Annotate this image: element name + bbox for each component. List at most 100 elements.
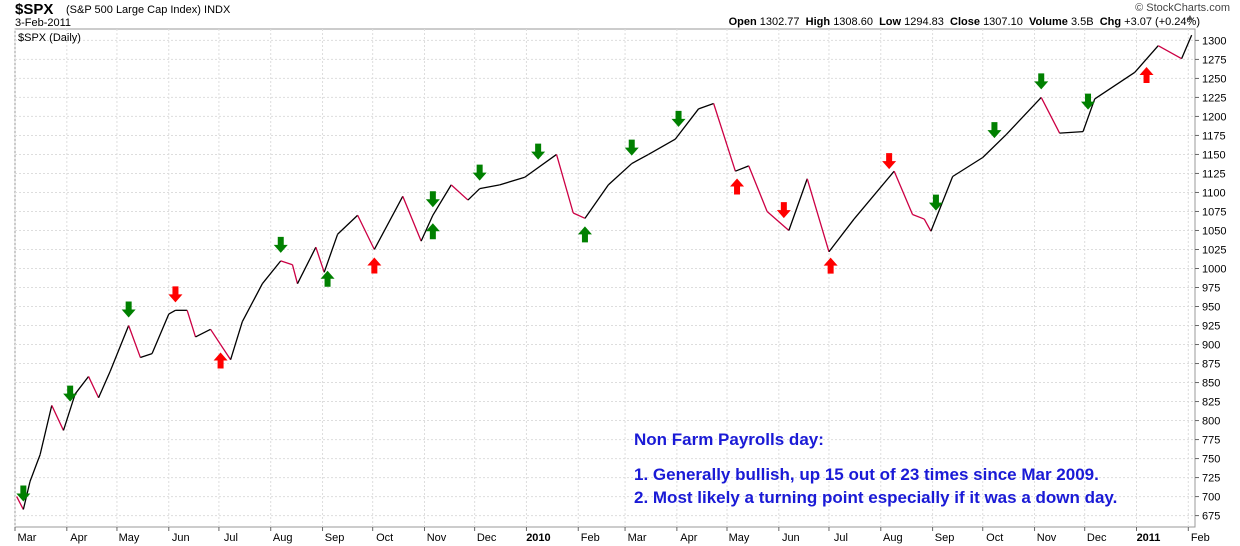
price-segment — [555, 154, 574, 214]
y-tick-label: 1150 — [1202, 149, 1226, 161]
chg-value: +3.07 (+0.24%) — [1124, 16, 1200, 28]
x-tick-label: Nov — [427, 532, 447, 544]
x-tick-label: Nov — [1037, 532, 1057, 544]
x-tick-label: Oct — [376, 532, 393, 544]
price-segment — [128, 325, 141, 358]
price-segment — [748, 165, 768, 212]
red-up-arrow-icon — [213, 352, 228, 369]
symbol-description: (S&P 500 Large Cap Index) INDX — [66, 4, 230, 16]
price-segment — [982, 134, 1007, 158]
price-segment — [788, 178, 808, 231]
price-segment — [420, 215, 434, 242]
price-segment — [674, 108, 700, 140]
chart-date: 3-Feb-2011 — [15, 17, 72, 29]
price-segment — [74, 376, 90, 395]
red-up-arrow-icon — [1139, 67, 1154, 84]
price-segment — [357, 214, 375, 250]
green-down-arrow-icon — [1034, 73, 1049, 90]
red-up-arrow-icon — [730, 178, 745, 195]
y-tick-label: 1300 — [1202, 35, 1226, 47]
price-segment — [186, 310, 197, 338]
price-segment — [29, 454, 41, 482]
price-segment — [1040, 97, 1061, 134]
price-segment — [1157, 45, 1182, 60]
price-segment — [402, 196, 422, 242]
symbol: $SPX — [15, 1, 54, 18]
x-tick-label: Dec — [1087, 532, 1107, 544]
price-segment — [51, 405, 65, 431]
price-segment — [450, 184, 469, 201]
annotation-heading: Non Farm Payrolls day: — [634, 430, 824, 449]
x-tick-label: 2011 — [1137, 532, 1161, 544]
y-tick-label: 1225 — [1202, 92, 1226, 104]
red-down-arrow-icon — [168, 286, 183, 303]
x-tick-label: Aug — [883, 532, 903, 544]
x-tick-label: Mar — [628, 532, 647, 544]
y-tick-label: 925 — [1202, 321, 1220, 333]
grid-lines — [14, 29, 1195, 527]
price-segment — [1181, 34, 1193, 59]
annotation-line-2: 2. Most likely a turning point especiall… — [634, 488, 1118, 507]
price-segment — [97, 370, 111, 399]
price-segment — [1094, 71, 1136, 100]
price-segment — [195, 328, 211, 338]
x-tick-label: May — [729, 532, 750, 544]
green-down-arrow-icon — [987, 122, 1002, 139]
collapse-icon[interactable] — [1187, 15, 1193, 20]
price-segment — [151, 313, 170, 354]
price-segment — [229, 321, 243, 360]
y-tick-label: 700 — [1202, 492, 1220, 504]
price-segment — [806, 178, 830, 252]
green-down-arrow-icon — [425, 191, 440, 208]
price-segment — [1134, 45, 1159, 73]
price-segment — [766, 210, 790, 231]
price-segment — [432, 184, 452, 216]
price-segment — [315, 247, 325, 273]
x-tick-label: Jun — [782, 532, 800, 544]
y-tick-label: 775 — [1202, 435, 1220, 447]
y-tick-label: 1125 — [1202, 168, 1226, 180]
low-label: Low — [879, 16, 902, 28]
y-tick-label: 975 — [1202, 283, 1220, 295]
price-segment — [524, 153, 557, 178]
price-segment — [210, 328, 232, 361]
x-tick-label: Feb — [581, 532, 600, 544]
brand-label[interactable]: © StockCharts.com — [1135, 2, 1230, 14]
high-label: High — [805, 16, 831, 28]
price-segment — [952, 156, 984, 178]
price-segment — [140, 353, 153, 359]
annotation-box: Non Farm Payrolls day: 1. Generally bull… — [634, 428, 1117, 509]
y-tick-label: 800 — [1202, 416, 1220, 428]
green-down-arrow-icon — [63, 385, 78, 402]
price-segment — [87, 376, 100, 399]
x-tick-label: Mar — [18, 532, 37, 544]
price-segment — [893, 170, 914, 215]
close-value: 1307.10 — [983, 16, 1023, 28]
price-segment — [280, 260, 293, 266]
price-segment — [1059, 130, 1084, 134]
price-segment — [296, 246, 317, 284]
y-axis: 675 700 725 750 775 800 825 850 875 900 925 950 975 1… — [1195, 35, 1226, 523]
y-tick-label: 1200 — [1202, 111, 1226, 123]
red-up-arrow-icon — [367, 257, 382, 274]
y-tick-label: 825 — [1202, 397, 1220, 409]
quote-bar: Open 1302.77 High 1308.60 Low 1294.83 Cl… — [729, 16, 1200, 28]
annotation-line-1: 1. Generally bullish, up 15 out of 23 ti… — [634, 465, 1099, 484]
chart-header: $SPX (S&P 500 Large Cap Index) INDX 3-Fe… — [0, 0, 1240, 29]
open-value: 1302.77 — [759, 16, 800, 28]
y-tick-label: 1050 — [1202, 225, 1226, 237]
chg-label: Chg — [1099, 16, 1122, 28]
markers — [16, 67, 1154, 502]
chart-title: $SPX (Daily) — [18, 32, 81, 44]
x-tick-label: Aug — [273, 532, 293, 544]
green-down-arrow-icon — [1081, 93, 1096, 110]
y-tick-label: 875 — [1202, 359, 1220, 371]
x-tick-label: Sep — [935, 532, 955, 544]
plot-area — [14, 28, 1196, 528]
price-segment — [1005, 96, 1042, 136]
price-series — [16, 34, 1193, 510]
price-segment — [912, 213, 925, 220]
price-segment — [499, 176, 525, 186]
red-down-arrow-icon — [882, 153, 897, 170]
